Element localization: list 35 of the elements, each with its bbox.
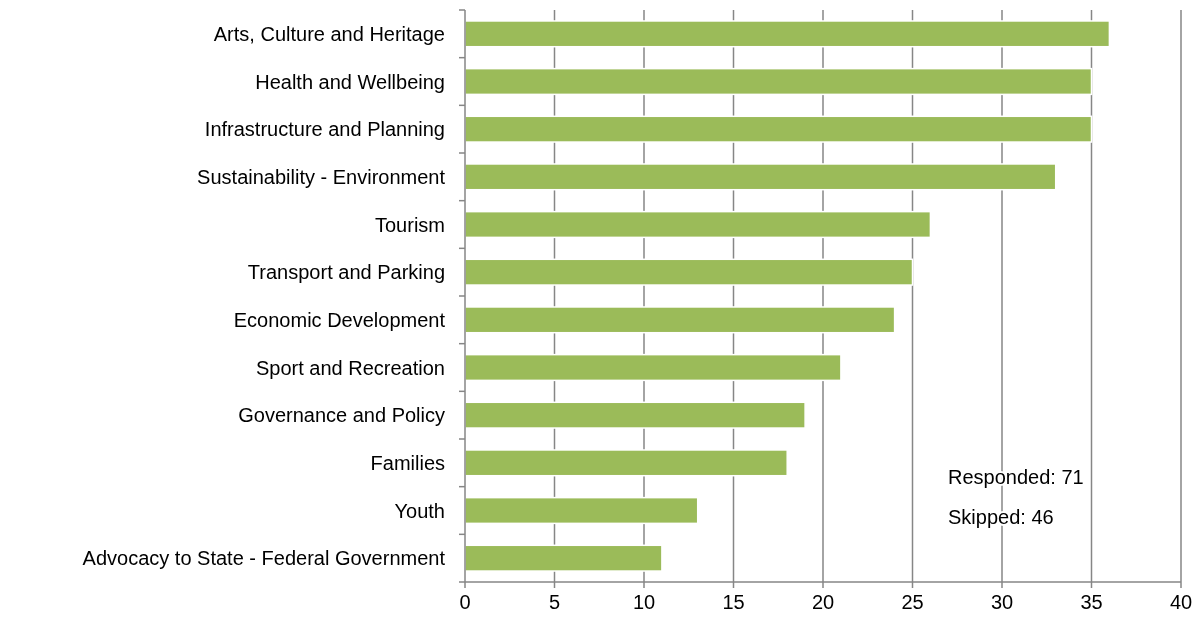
x-tick-label: 40 xyxy=(1169,591,1193,613)
x-tick-label: 0 xyxy=(459,591,471,613)
y-tick-label: Economic Development xyxy=(233,308,446,331)
bar xyxy=(464,496,699,525)
x-tick-label: 35 xyxy=(1080,591,1103,613)
bar xyxy=(464,449,788,477)
bar xyxy=(464,353,842,382)
x-tick-label: 15 xyxy=(722,591,745,613)
x-tick-label: 25 xyxy=(901,591,924,613)
x-tick-label: 20 xyxy=(811,591,835,613)
y-tick-label: Sustainability - Environment xyxy=(197,165,446,188)
bar xyxy=(464,401,806,429)
y-tick-label: Tourism xyxy=(374,213,445,236)
annotation: Skipped: 46 xyxy=(948,506,1054,528)
y-tick-label: Infrastructure and Planning xyxy=(204,118,445,141)
bar xyxy=(464,210,932,239)
y-tick-label: Health and Wellbeing xyxy=(255,70,445,93)
x-tick-label: 30 xyxy=(990,591,1014,613)
bar xyxy=(464,115,1093,143)
y-tick-label: Transport and Parking xyxy=(247,261,445,284)
annotation: Responded: 71 xyxy=(948,466,1084,488)
y-tick-label: Arts, Culture and Heritage xyxy=(213,22,445,45)
y-tick-label: Families xyxy=(370,451,445,474)
y-tick-label: Youth xyxy=(394,499,445,522)
bar xyxy=(464,163,1057,191)
bar xyxy=(464,20,1111,48)
y-tick-label: Sport and Recreation xyxy=(255,356,445,379)
x-tick-label: 5 xyxy=(548,591,561,613)
bar xyxy=(464,306,896,334)
y-tick-label: Governance and Policy xyxy=(238,404,445,427)
bar xyxy=(464,258,914,286)
x-tick-label: 10 xyxy=(632,591,656,613)
bar xyxy=(464,67,1093,96)
y-tick-label: Advocacy to State - Federal Government xyxy=(82,547,446,570)
bar xyxy=(464,544,663,572)
